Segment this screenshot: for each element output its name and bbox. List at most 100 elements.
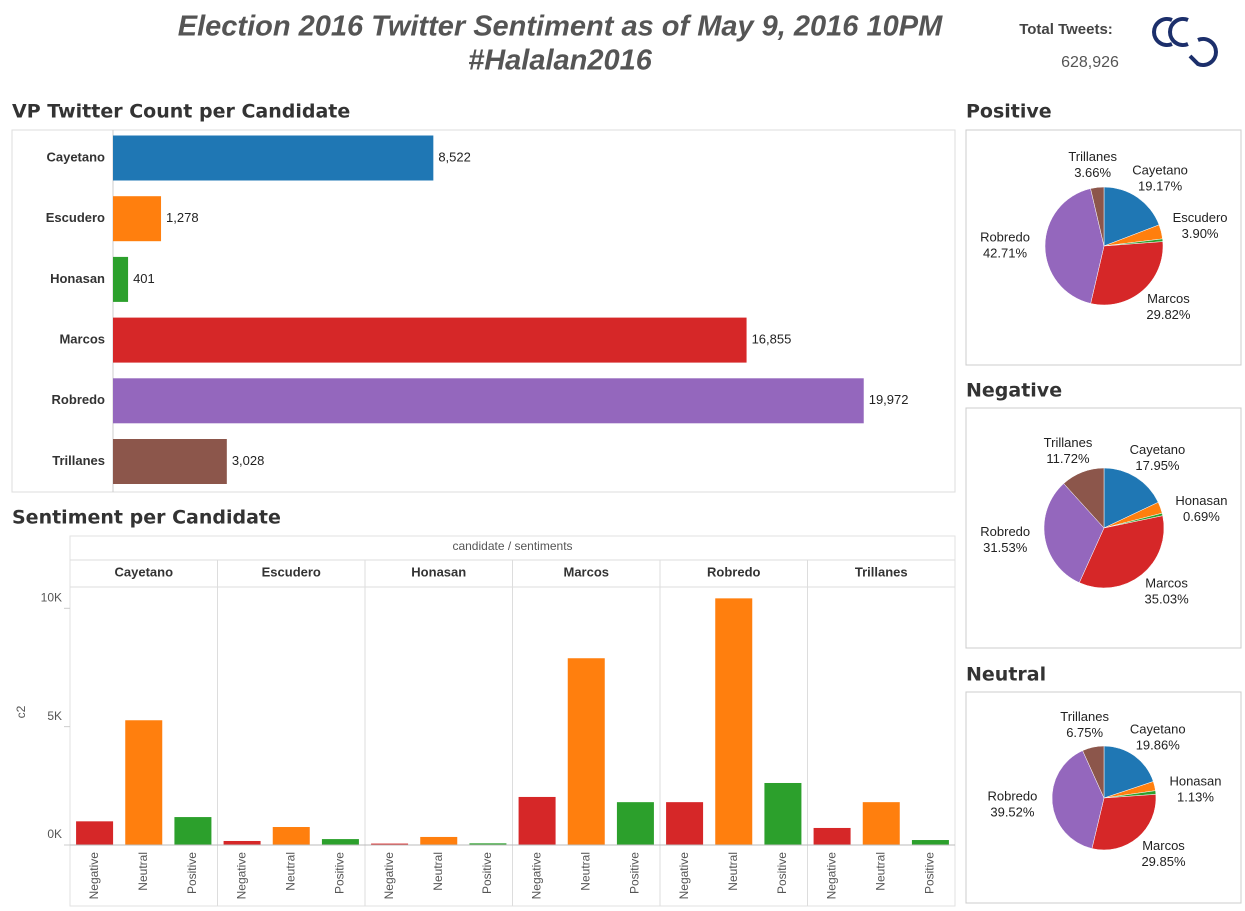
logo <box>1152 17 1218 67</box>
bar <box>113 196 162 242</box>
slice-value: 17.95% <box>1135 458 1180 473</box>
bar <box>715 598 753 845</box>
slice-value: 31.53% <box>983 540 1028 555</box>
bar <box>911 840 949 845</box>
slice-value: 35.03% <box>1145 591 1190 606</box>
pie-slice <box>1091 794 1157 851</box>
category-label: Marcos <box>59 332 105 347</box>
x-tick-label: Neutral <box>726 852 740 891</box>
slice-label: Escudero <box>1173 210 1228 225</box>
logo-arc <box>1168 17 1189 47</box>
bar <box>113 378 864 424</box>
title-line: #Halalan2016 <box>468 45 653 77</box>
x-tick-label: Positive <box>628 852 642 894</box>
bar <box>113 317 747 363</box>
value-label: 1,278 <box>166 210 199 225</box>
pie-slice <box>1090 241 1164 306</box>
x-tick-label: Positive <box>185 852 199 894</box>
panel <box>965 129 1242 366</box>
slice-value: 29.85% <box>1141 854 1186 869</box>
slice-label: Cayetano <box>1130 721 1186 736</box>
pie-slice <box>1063 467 1105 529</box>
title-line: Election 2016 Twitter Sentiment as of Ma… <box>178 11 943 43</box>
slice-value: 0.69% <box>1183 509 1220 524</box>
slice-value: 6.75% <box>1066 725 1103 740</box>
pie-slice <box>1103 186 1160 247</box>
group-label: Cayetano <box>114 564 173 579</box>
slice-label: Cayetano <box>1132 163 1188 178</box>
category-label: Honasan <box>50 271 105 286</box>
bar <box>174 817 212 845</box>
slice-value: 11.72% <box>1046 451 1090 466</box>
pie-slice <box>1044 188 1105 304</box>
value-label: 16,855 <box>752 332 792 347</box>
slice-label: Robredo <box>987 788 1037 803</box>
y-axis-title: c2 <box>14 705 28 718</box>
pie-slice <box>1043 483 1105 584</box>
bar <box>113 135 434 181</box>
panel <box>965 407 1242 649</box>
category-label: Trillanes <box>52 453 105 468</box>
bar <box>321 839 359 845</box>
bar <box>113 256 129 302</box>
x-tick-label: Neutral <box>578 852 592 891</box>
chart-title: Sentiment per Candidate <box>12 507 281 529</box>
pie-slice <box>1090 186 1105 247</box>
bar <box>666 802 704 845</box>
chart-title: VP Twitter Count per Candidate <box>12 101 350 123</box>
bar <box>813 827 851 845</box>
pie-slice <box>1082 745 1105 799</box>
chart-title: Negative <box>966 380 1062 402</box>
x-tick-label: Negative <box>677 852 691 900</box>
slice-label: Trillanes <box>1060 709 1109 724</box>
pie-slice <box>1103 467 1159 529</box>
bar <box>371 843 409 845</box>
group-label: Honasan <box>411 564 466 579</box>
x-tick-label: Neutral <box>873 852 887 891</box>
slice-label: Robredo <box>980 230 1030 245</box>
slice-value: 1.13% <box>1177 790 1214 805</box>
slice-label: Robredo <box>980 524 1030 539</box>
x-tick-label: Positive <box>775 852 789 894</box>
category-label: Cayetano <box>46 149 105 164</box>
total-value: 628,926 <box>1061 54 1119 71</box>
bar <box>125 720 163 845</box>
x-tick-label: Positive <box>923 852 937 894</box>
slice-label: Marcos <box>1142 838 1185 853</box>
value-label: 8,522 <box>438 149 471 164</box>
slice-value: 39.52% <box>990 804 1035 819</box>
x-tick-label: Neutral <box>431 852 445 891</box>
category-label: Escudero <box>46 210 105 225</box>
value-label: 401 <box>133 271 155 286</box>
bar <box>272 827 310 845</box>
bar <box>223 840 261 845</box>
slice-label: Honasan <box>1169 774 1221 789</box>
x-tick-label: Positive <box>480 852 494 894</box>
group-label: Trillanes <box>855 564 908 579</box>
pie-slice <box>1103 745 1154 799</box>
slice-value: 3.90% <box>1182 226 1219 241</box>
panel <box>11 129 956 493</box>
slice-label: Marcos <box>1147 291 1190 306</box>
group-label: Marcos <box>563 564 609 579</box>
chart-title: Positive <box>966 101 1052 123</box>
group-label: Escudero <box>262 564 321 579</box>
header-label: candidate / sentiments <box>452 539 572 553</box>
bar <box>76 821 114 845</box>
y-tick-label: 10K <box>41 590 62 604</box>
slice-label: Trillanes <box>1068 149 1117 164</box>
y-tick-label: 5K <box>47 709 62 723</box>
slice-value: 19.17% <box>1138 179 1183 194</box>
slice-value: 19.86% <box>1136 737 1181 752</box>
slice-label: Cayetano <box>1130 442 1186 457</box>
logo-arc <box>1188 37 1218 67</box>
value-label: 3,028 <box>232 453 265 468</box>
x-tick-label: Positive <box>333 852 347 894</box>
bar <box>616 802 654 845</box>
group-label: Robredo <box>707 564 761 579</box>
bar <box>518 796 556 845</box>
slice-label: Honasan <box>1175 493 1227 508</box>
slice-value: 3.66% <box>1074 165 1111 180</box>
pie-slice <box>1078 515 1165 589</box>
